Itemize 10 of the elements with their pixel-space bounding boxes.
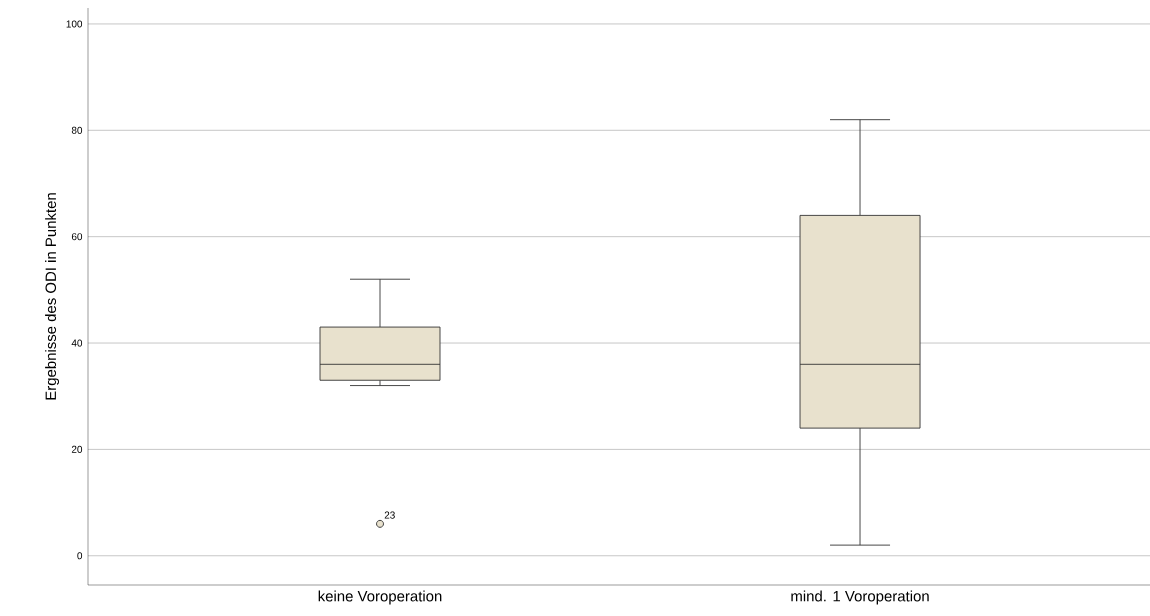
y-tick-label: 80 — [71, 126, 83, 134]
y-tick-label: 40 — [71, 339, 83, 347]
y-tick-label: 100 — [66, 20, 83, 28]
x-tick-label: mind. 1 Voroperation — [791, 590, 929, 605]
x-tick-label: keine Voroperation — [318, 590, 442, 605]
y-tick-label: 60 — [71, 233, 83, 241]
y-tick-label: 20 — [71, 445, 83, 453]
annotation: 23 — [384, 511, 395, 519]
y-axis-title: Ergebnisse des ODI in Punkten — [45, 193, 60, 400]
y-tick-label: 0 — [77, 552, 83, 560]
